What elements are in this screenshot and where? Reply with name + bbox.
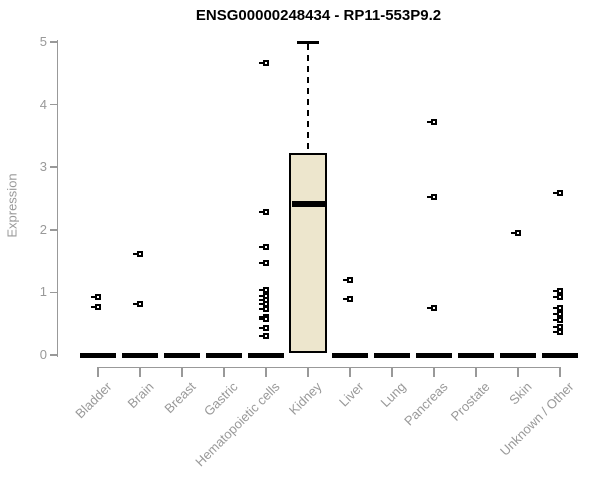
x-axis-tick: [475, 368, 477, 377]
outlier-point: [259, 243, 269, 250]
box: [289, 152, 327, 354]
outlier-point: [133, 250, 143, 257]
median-line: [291, 200, 325, 207]
outlier-point: [259, 301, 269, 308]
zero-box-bar: [248, 352, 284, 358]
outlier-point: [553, 189, 563, 196]
outlier-point: [259, 59, 269, 66]
outlier-point: [259, 296, 269, 303]
chart-title: ENSG00000248434 - RP11-553P9.2: [195, 7, 442, 24]
y-axis-tick: [49, 103, 57, 106]
outlier-point: [91, 304, 101, 311]
y-axis-tick: [49, 291, 57, 294]
outlier-point: [553, 305, 563, 312]
outlier-point: [91, 294, 101, 301]
outlier-point: [259, 325, 269, 332]
zero-box-bar: [542, 352, 578, 358]
outlier-point: [259, 333, 269, 340]
outlier-point: [343, 296, 353, 303]
outlier-point: [553, 288, 563, 295]
outlier-point: [133, 301, 143, 308]
outlier-point: [553, 316, 563, 323]
outlier-point: [259, 259, 269, 266]
zero-box-bar: [458, 352, 494, 358]
outlier-point: [259, 293, 269, 300]
outlier-point: [259, 316, 269, 323]
outlier-point: [553, 293, 563, 300]
x-axis-tick: [223, 368, 225, 377]
y-axis-tick-label: 2: [39, 221, 47, 237]
x-axis-line: [97, 366, 561, 368]
outlier-point: [427, 305, 437, 312]
whisker-cap: [297, 40, 319, 44]
outlier-point: [259, 209, 269, 216]
zero-box-bar: [80, 352, 116, 358]
y-axis-tick: [49, 354, 57, 356]
outlier-point: [259, 286, 269, 293]
y-axis-tick-label: 3: [39, 159, 47, 175]
y-axis-tick-label: 0: [39, 347, 47, 362]
zero-box-bar: [206, 352, 242, 358]
x-axis-tick: [307, 368, 309, 377]
outlier-point: [553, 323, 563, 330]
zero-box-bar: [416, 352, 452, 358]
x-axis-tick: [139, 368, 141, 377]
y-axis-tick: [49, 166, 57, 168]
zero-box-bar: [164, 352, 200, 358]
y-axis-tick-label: 1: [39, 284, 47, 300]
outlier-point: [511, 229, 521, 236]
outlier-point: [553, 328, 563, 335]
zero-box-bar: [500, 352, 536, 358]
outlier-point: [259, 306, 269, 313]
y-axis-label: Expression: [4, 173, 20, 238]
y-axis-tick-label: 5: [39, 34, 47, 49]
outlier-point: [427, 119, 437, 126]
x-axis-tick: [433, 368, 435, 377]
outlier-point: [343, 276, 353, 283]
outlier-point: [553, 310, 563, 317]
zero-box-bar: [332, 352, 368, 358]
upper-whisker: [306, 43, 310, 153]
x-axis-tick: [559, 368, 561, 377]
y-axis-line: [56, 40, 58, 357]
zero-box-bar: [374, 352, 410, 358]
y-axis-tick-label: 4: [39, 96, 47, 112]
x-axis-tick: [181, 368, 183, 377]
y-axis-tick: [49, 229, 57, 231]
outlier-point: [427, 194, 437, 201]
y-axis-tick: [49, 41, 57, 43]
x-axis-tick: [97, 368, 99, 377]
x-axis-tick: [265, 368, 267, 377]
x-axis-tick: [349, 368, 351, 377]
x-axis-tick: [517, 368, 519, 377]
zero-box-bar: [122, 352, 158, 358]
x-axis-tick: [391, 368, 393, 377]
